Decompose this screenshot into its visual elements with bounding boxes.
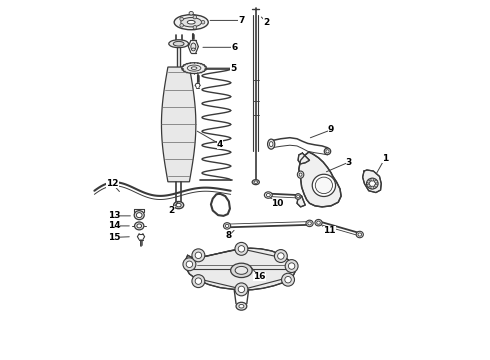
Ellipse shape: [315, 220, 322, 226]
Polygon shape: [162, 67, 196, 182]
Text: 2: 2: [264, 18, 270, 27]
Ellipse shape: [182, 63, 206, 73]
Circle shape: [367, 184, 370, 187]
Ellipse shape: [308, 222, 311, 225]
Text: 12: 12: [106, 179, 119, 188]
Text: 13: 13: [108, 211, 121, 220]
Ellipse shape: [187, 21, 195, 24]
Polygon shape: [363, 170, 381, 193]
Ellipse shape: [297, 171, 304, 178]
Ellipse shape: [134, 211, 144, 220]
Circle shape: [285, 276, 291, 283]
Ellipse shape: [135, 222, 144, 230]
Text: 5: 5: [230, 64, 237, 73]
Ellipse shape: [173, 202, 184, 209]
Ellipse shape: [235, 266, 247, 274]
Ellipse shape: [176, 203, 181, 207]
Ellipse shape: [189, 12, 194, 15]
Ellipse shape: [369, 180, 375, 186]
Text: 16: 16: [253, 272, 266, 281]
Text: 10: 10: [271, 199, 283, 208]
Ellipse shape: [295, 194, 301, 199]
Text: 7: 7: [238, 16, 245, 25]
Text: 4: 4: [217, 140, 223, 149]
Circle shape: [195, 252, 201, 258]
Polygon shape: [185, 248, 295, 290]
Text: 8: 8: [226, 231, 232, 240]
Ellipse shape: [173, 41, 184, 46]
Circle shape: [180, 23, 183, 27]
Circle shape: [235, 283, 248, 296]
Text: 2: 2: [169, 206, 174, 215]
Text: 9: 9: [328, 125, 334, 134]
Ellipse shape: [315, 177, 333, 194]
Ellipse shape: [324, 148, 331, 154]
Ellipse shape: [317, 221, 320, 224]
Text: 1: 1: [382, 154, 388, 163]
Circle shape: [285, 260, 298, 273]
Circle shape: [201, 21, 205, 24]
Circle shape: [374, 184, 377, 187]
Circle shape: [192, 249, 205, 262]
Text: 15: 15: [108, 233, 121, 242]
Circle shape: [193, 26, 196, 29]
Circle shape: [238, 286, 245, 293]
Circle shape: [274, 249, 287, 262]
Ellipse shape: [236, 302, 247, 310]
Ellipse shape: [326, 150, 329, 153]
Ellipse shape: [181, 18, 201, 27]
Ellipse shape: [252, 180, 259, 185]
Ellipse shape: [254, 181, 258, 183]
Circle shape: [374, 180, 377, 183]
Ellipse shape: [137, 224, 142, 228]
Ellipse shape: [306, 220, 313, 226]
Ellipse shape: [169, 40, 189, 48]
Ellipse shape: [312, 174, 336, 197]
Ellipse shape: [265, 192, 272, 198]
Text: 11: 11: [323, 226, 336, 235]
Circle shape: [367, 180, 370, 183]
Ellipse shape: [299, 173, 302, 176]
Circle shape: [180, 17, 183, 21]
Polygon shape: [298, 153, 310, 164]
Text: 6: 6: [231, 43, 237, 52]
Ellipse shape: [268, 139, 275, 149]
Ellipse shape: [270, 141, 273, 147]
Circle shape: [235, 242, 248, 255]
Circle shape: [195, 278, 201, 284]
Circle shape: [371, 186, 374, 189]
Circle shape: [238, 246, 245, 252]
Circle shape: [278, 253, 284, 259]
Ellipse shape: [136, 213, 142, 218]
Text: 3: 3: [346, 158, 352, 167]
Ellipse shape: [192, 48, 195, 51]
Circle shape: [289, 263, 295, 269]
Circle shape: [183, 258, 196, 271]
Circle shape: [186, 261, 193, 267]
Ellipse shape: [187, 65, 201, 71]
Ellipse shape: [223, 223, 231, 229]
Ellipse shape: [191, 43, 196, 50]
Circle shape: [192, 275, 205, 288]
Circle shape: [193, 15, 196, 19]
Polygon shape: [297, 196, 305, 207]
Ellipse shape: [267, 193, 270, 197]
Circle shape: [371, 178, 374, 181]
Text: 14: 14: [108, 221, 121, 230]
Ellipse shape: [231, 263, 252, 278]
Ellipse shape: [191, 67, 197, 69]
Circle shape: [282, 273, 294, 286]
Ellipse shape: [296, 195, 299, 198]
Ellipse shape: [174, 15, 208, 30]
Ellipse shape: [358, 233, 362, 236]
Polygon shape: [299, 152, 341, 207]
Ellipse shape: [225, 224, 229, 228]
Ellipse shape: [367, 178, 378, 189]
Ellipse shape: [356, 231, 364, 238]
Ellipse shape: [239, 305, 244, 308]
